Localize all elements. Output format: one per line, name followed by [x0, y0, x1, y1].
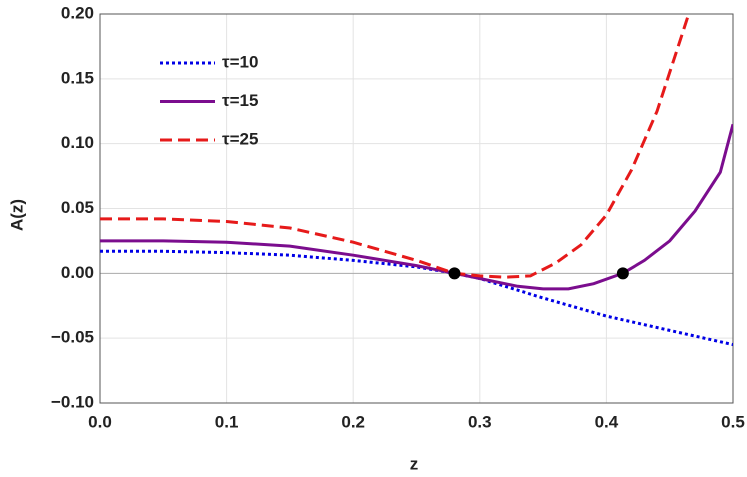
plot-frame	[99, 13, 734, 404]
y-axis-label: A(z)	[7, 199, 26, 231]
x-axis-label: z	[410, 454, 419, 473]
legend-label: τ=10	[222, 52, 258, 71]
x-tick-label: 0.5	[721, 412, 745, 431]
x-tick-label: 0.1	[215, 412, 239, 431]
y-tick-label: 0.15	[61, 68, 94, 87]
x-tick-label: 0.3	[468, 412, 492, 431]
y-tick-label: 0.00	[61, 263, 94, 282]
y-tick-label: 0.20	[61, 3, 94, 22]
marker-point	[616, 267, 629, 280]
marker-point	[448, 267, 461, 280]
y-tick-label: −0.05	[51, 328, 94, 347]
plot-area	[100, 14, 733, 347]
series-line	[100, 123, 733, 291]
y-tick-label: 0.05	[61, 198, 94, 217]
legend-label: τ=25	[222, 129, 258, 148]
legend-label: τ=15	[222, 91, 258, 110]
series-line	[100, 14, 691, 279]
y-tick-label: −0.10	[51, 392, 94, 411]
y-tick-label: 0.10	[61, 133, 94, 152]
x-tick-label: 0.4	[595, 412, 619, 431]
x-tick-label: 0.0	[88, 412, 112, 431]
x-tick-label: 0.2	[341, 412, 365, 431]
